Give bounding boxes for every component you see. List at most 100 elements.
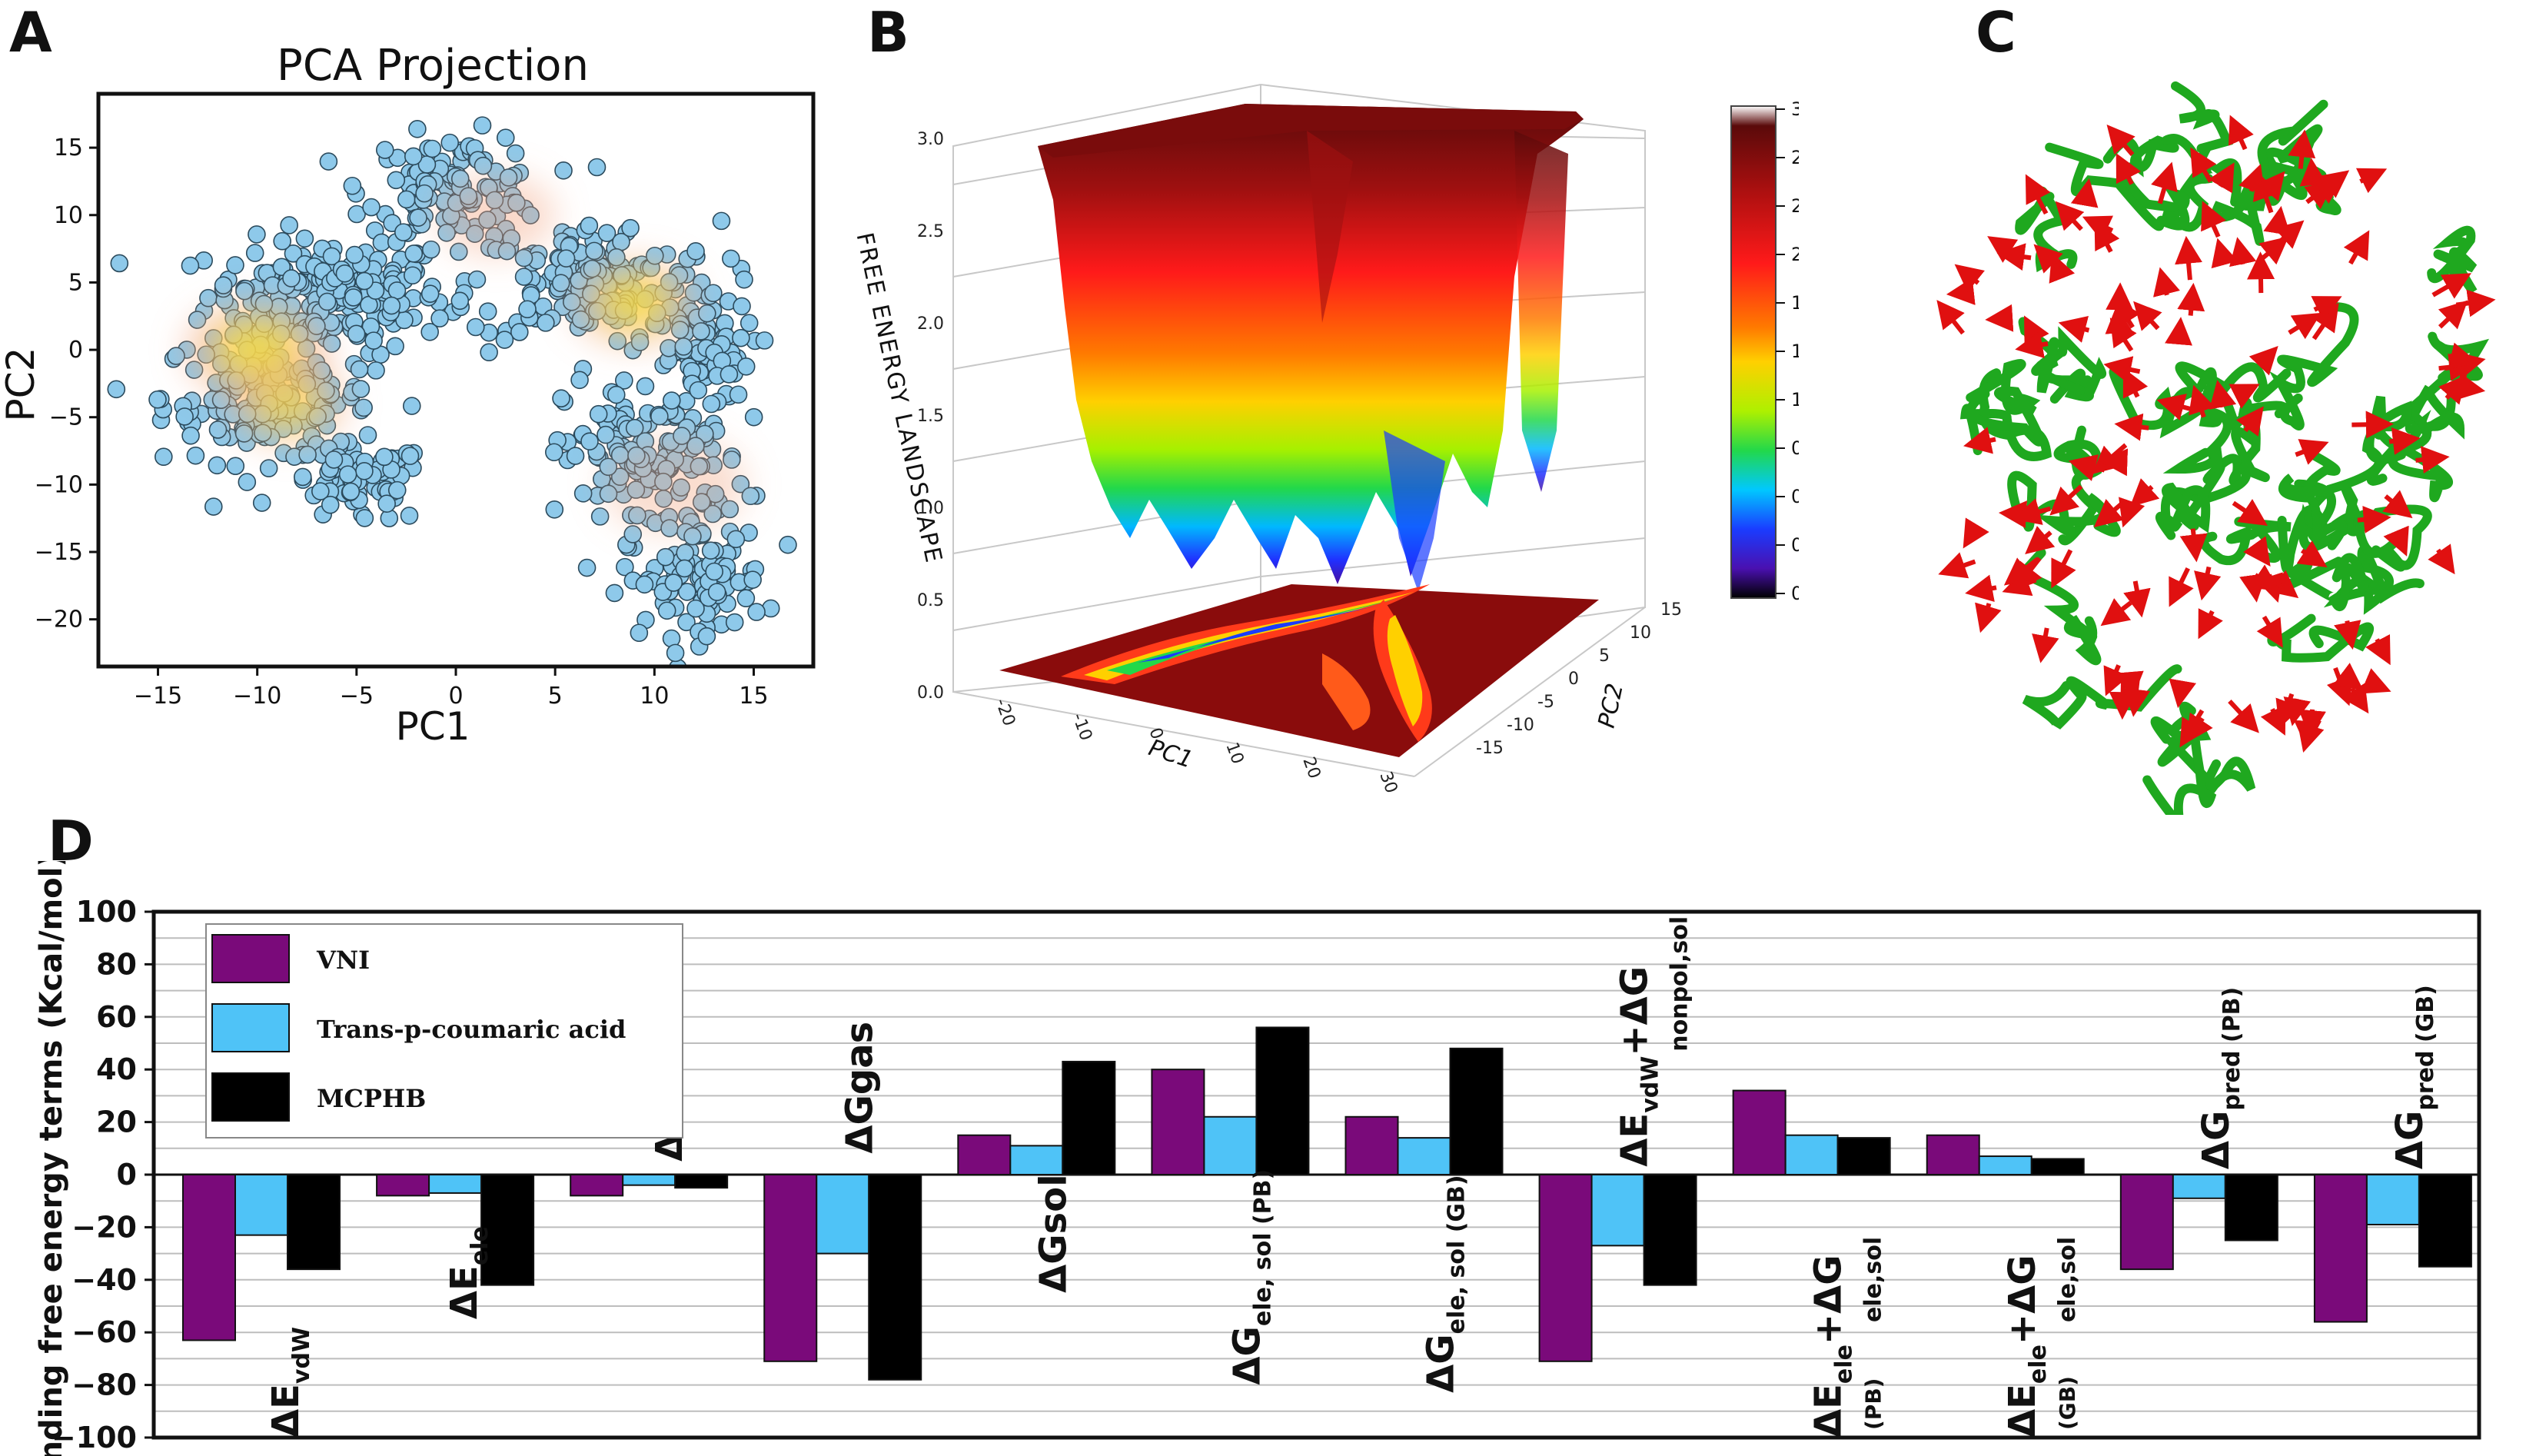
motion-arrow <box>2208 162 2235 194</box>
motion-arrow <box>2342 683 2369 714</box>
bar <box>182 1174 236 1341</box>
pca-point <box>698 304 716 323</box>
legend-label: VNI <box>316 946 370 975</box>
pca-x-tick-label: −15 <box>134 683 182 710</box>
pca-point <box>355 462 374 480</box>
motion-arrow <box>2312 302 2339 341</box>
pca-point <box>630 623 649 643</box>
pca-point <box>401 447 420 465</box>
fel-z-axis: 0.0 0.5 1.0 1.5 2.0 2.5 3.0 <box>917 130 944 703</box>
fel-y-tick-label: 10 <box>1630 623 1651 643</box>
rna-strand <box>2007 470 2121 537</box>
pca-point <box>557 249 576 268</box>
pca-point <box>238 473 257 491</box>
pca-point <box>697 627 716 646</box>
motion-arrow <box>2311 296 2342 321</box>
pca-y-tick-label: 15 <box>54 135 83 161</box>
bar <box>1978 1155 2032 1175</box>
motion-arrow <box>2177 282 2205 316</box>
pca-point <box>294 467 312 487</box>
fel-colorbar <box>1730 105 1777 599</box>
pca-point <box>686 242 705 261</box>
pca-point <box>208 456 227 475</box>
pca-point <box>211 391 231 410</box>
pca-point <box>387 480 407 500</box>
fel-y-tick-label: 5 <box>1599 647 1610 666</box>
motion-arrow <box>2109 317 2137 352</box>
panel-label-c: C <box>1976 0 2016 65</box>
fel-z-tick-label: 1.5 <box>917 407 944 426</box>
motion-arrow <box>2003 557 2039 586</box>
rna-strand <box>2269 302 2359 430</box>
bar-y-tick-label: 20 <box>96 1105 137 1139</box>
bar-category-sublabel: ele,sol <box>2054 1237 2081 1322</box>
pca-point <box>689 381 708 400</box>
pca-point <box>720 365 739 384</box>
pca-x-tick-label: −10 <box>233 683 281 710</box>
motion-arrow <box>2239 573 2267 603</box>
pca-point <box>404 147 423 166</box>
motion-arrow <box>2103 664 2129 696</box>
pca-x-tick-label: −5 <box>340 683 374 710</box>
bar <box>2030 1158 2085 1176</box>
pca-point <box>324 450 344 469</box>
motion-arrow <box>2235 406 2264 437</box>
pca-y-tick-label: −20 <box>35 607 83 633</box>
pca-point <box>347 324 366 344</box>
pca-point <box>779 535 797 554</box>
pca-point <box>605 583 624 603</box>
pca-point <box>364 331 383 350</box>
pca-point <box>387 171 406 190</box>
pca-point <box>311 482 330 500</box>
fel-z-tick-label: 0.0 <box>917 683 944 703</box>
pca-point <box>474 156 493 175</box>
pca-point <box>664 573 683 592</box>
pca-point <box>322 247 341 266</box>
pca-point <box>495 331 514 349</box>
pca-point <box>545 500 564 519</box>
pca-point <box>397 190 416 209</box>
bar <box>868 1174 922 1381</box>
pca-point <box>636 377 655 396</box>
motion-arrow <box>2109 680 2137 720</box>
motion-arrow <box>2229 384 2260 409</box>
pca-point <box>755 331 774 350</box>
motion-arrow <box>2185 712 2213 743</box>
pca-y-axis: 15 10 5 0 −5 −10 −15 −20 <box>35 135 98 633</box>
bar-category-sublabel: nonpol,sol <box>1667 916 1693 1052</box>
pca-point <box>355 271 374 291</box>
motion-arrow <box>2211 238 2239 269</box>
pca-point <box>552 389 570 408</box>
panel-label-b: B <box>867 0 909 65</box>
pca-point <box>675 559 694 578</box>
fel-z-tick-label: 2.5 <box>917 222 944 241</box>
fel-colorbar-ticks: 3.000 2.700 2.400 2.100 1.800 1.500 1.200 0.900… <box>1776 98 1799 604</box>
rna-structure-motion-vectors <box>1936 81 2496 815</box>
pca-point <box>181 426 200 445</box>
pca-point <box>350 360 369 379</box>
motion-arrow <box>2415 446 2450 474</box>
rna-strand <box>2155 462 2225 540</box>
fel-z-tick-label: 1.0 <box>917 499 944 518</box>
bar <box>2224 1174 2278 1242</box>
motion-arrow <box>1946 278 1976 305</box>
fel-colorbar-tick-label: 0.000 <box>1791 583 1799 604</box>
motion-arrow <box>2119 497 2145 528</box>
motion-arrow <box>2015 331 2049 359</box>
motion-arrow <box>2249 564 2281 592</box>
motion-arrow <box>2169 678 2197 709</box>
pca-point <box>394 223 413 241</box>
rna-strand <box>2045 142 2190 231</box>
pca-point <box>402 397 421 415</box>
motion-arrow <box>2194 566 2222 601</box>
fel-z-tick-label: 2.0 <box>917 314 944 334</box>
pca-title: PCA Projection <box>277 41 589 91</box>
pca-point <box>341 482 361 501</box>
motion-arrow <box>2025 525 2056 554</box>
bar <box>1203 1115 1258 1176</box>
motion-arrow <box>1987 236 2019 263</box>
pca-point <box>409 208 427 227</box>
bar <box>234 1174 288 1236</box>
pca-point <box>585 241 603 261</box>
pca-point <box>740 314 759 332</box>
